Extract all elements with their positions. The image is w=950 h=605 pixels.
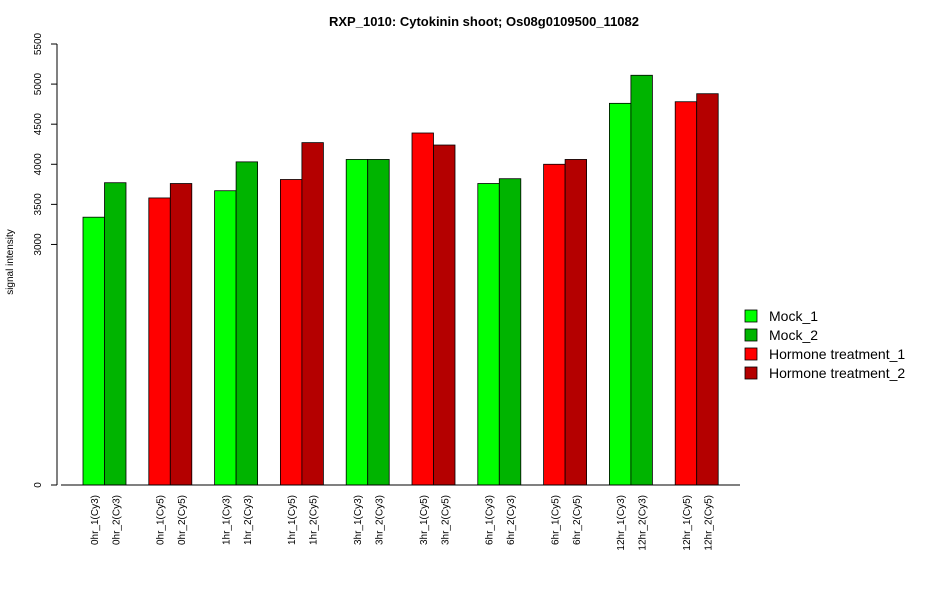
y-tick-label: 4500 xyxy=(33,113,44,136)
bar xyxy=(169,183,193,486)
y-axis: 0 3000 3500 4000 4500 5000 5500 xyxy=(33,32,58,488)
x-tick-label: 3hr_1(Cy5) xyxy=(419,495,430,545)
x-tick-label: 3hr_2(Cy3) xyxy=(374,495,385,545)
bar xyxy=(367,159,390,486)
bar xyxy=(148,197,171,486)
x-tick-label: 12hr_1(Cy3) xyxy=(616,495,627,551)
bar xyxy=(498,178,522,486)
x-tick-label: 6hr_2(Cy3) xyxy=(506,495,517,545)
x-tick-label: 12hr_2(Cy3) xyxy=(638,495,649,551)
bar xyxy=(301,142,324,486)
legend: Mock_1 Mock_2 Hormone treatment_1 Hormone t… xyxy=(744,308,905,381)
y-tick-label: 3000 xyxy=(33,233,44,256)
chart-title: RXP_1010: Cytokinin shoot; Os08g0109500_… xyxy=(329,14,639,29)
x-tick-label: 0hr_2(Cy5) xyxy=(177,495,188,545)
x-tick-label: 1hr_2(Cy5) xyxy=(309,495,320,545)
bar xyxy=(564,159,587,486)
legend-label: Mock_1 xyxy=(769,308,818,324)
bars xyxy=(82,74,719,486)
legend-swatch xyxy=(744,309,758,323)
x-tick-label: 3hr_2(Cy5) xyxy=(440,495,451,545)
x-tick-label: 1hr_2(Cy3) xyxy=(243,495,254,545)
x-tick-label: 0hr_2(Cy3) xyxy=(111,495,122,545)
x-tick-label: 12hr_2(Cy5) xyxy=(703,495,714,551)
bar xyxy=(82,216,105,486)
y-tick-label: 4000 xyxy=(33,153,44,176)
x-tick-label: 6hr_2(Cy5) xyxy=(572,495,583,545)
y-tick-label: 5000 xyxy=(33,73,44,96)
legend-label: Hormone treatment_1 xyxy=(769,346,905,362)
x-tick-label: 0hr_1(Cy5) xyxy=(156,495,167,545)
legend-swatch xyxy=(744,347,758,361)
x-tick-label: 1hr_1(Cy3) xyxy=(221,495,232,545)
bar xyxy=(674,101,698,486)
bar xyxy=(433,144,456,486)
legend-swatch xyxy=(744,328,758,342)
x-tick-label: 6hr_1(Cy3) xyxy=(485,495,496,545)
y-tick-label: 5500 xyxy=(33,32,44,55)
bar xyxy=(235,161,259,486)
bar xyxy=(696,93,719,486)
x-tick-label: 12hr_1(Cy5) xyxy=(682,495,693,551)
x-tick-label: 0hr_1(Cy3) xyxy=(90,495,101,545)
x-tick-label: 1hr_1(Cy5) xyxy=(287,495,298,545)
bar xyxy=(477,183,500,486)
y-tick-label: 0 xyxy=(33,482,44,488)
legend-swatch xyxy=(744,366,758,380)
bar xyxy=(543,163,566,486)
bar xyxy=(630,74,653,486)
x-tick-label: 3hr_1(Cy3) xyxy=(353,495,364,545)
bar xyxy=(345,159,369,486)
bar xyxy=(279,179,303,486)
bar xyxy=(609,102,632,486)
legend-label: Mock_2 xyxy=(769,327,818,343)
x-tick-labels: 0hr_1(Cy3) 0hr_2(Cy3) 0hr_1(Cy5) 0hr_2(Cy5)… xyxy=(90,495,715,551)
legend-label: Hormone treatment_2 xyxy=(769,365,905,381)
y-tick-label: 3500 xyxy=(33,193,44,216)
bar xyxy=(104,182,127,486)
bar xyxy=(411,132,434,486)
y-axis-label: signal intensity xyxy=(5,229,16,295)
x-tick-label: 6hr_1(Cy5) xyxy=(550,495,561,545)
bar xyxy=(214,190,237,486)
